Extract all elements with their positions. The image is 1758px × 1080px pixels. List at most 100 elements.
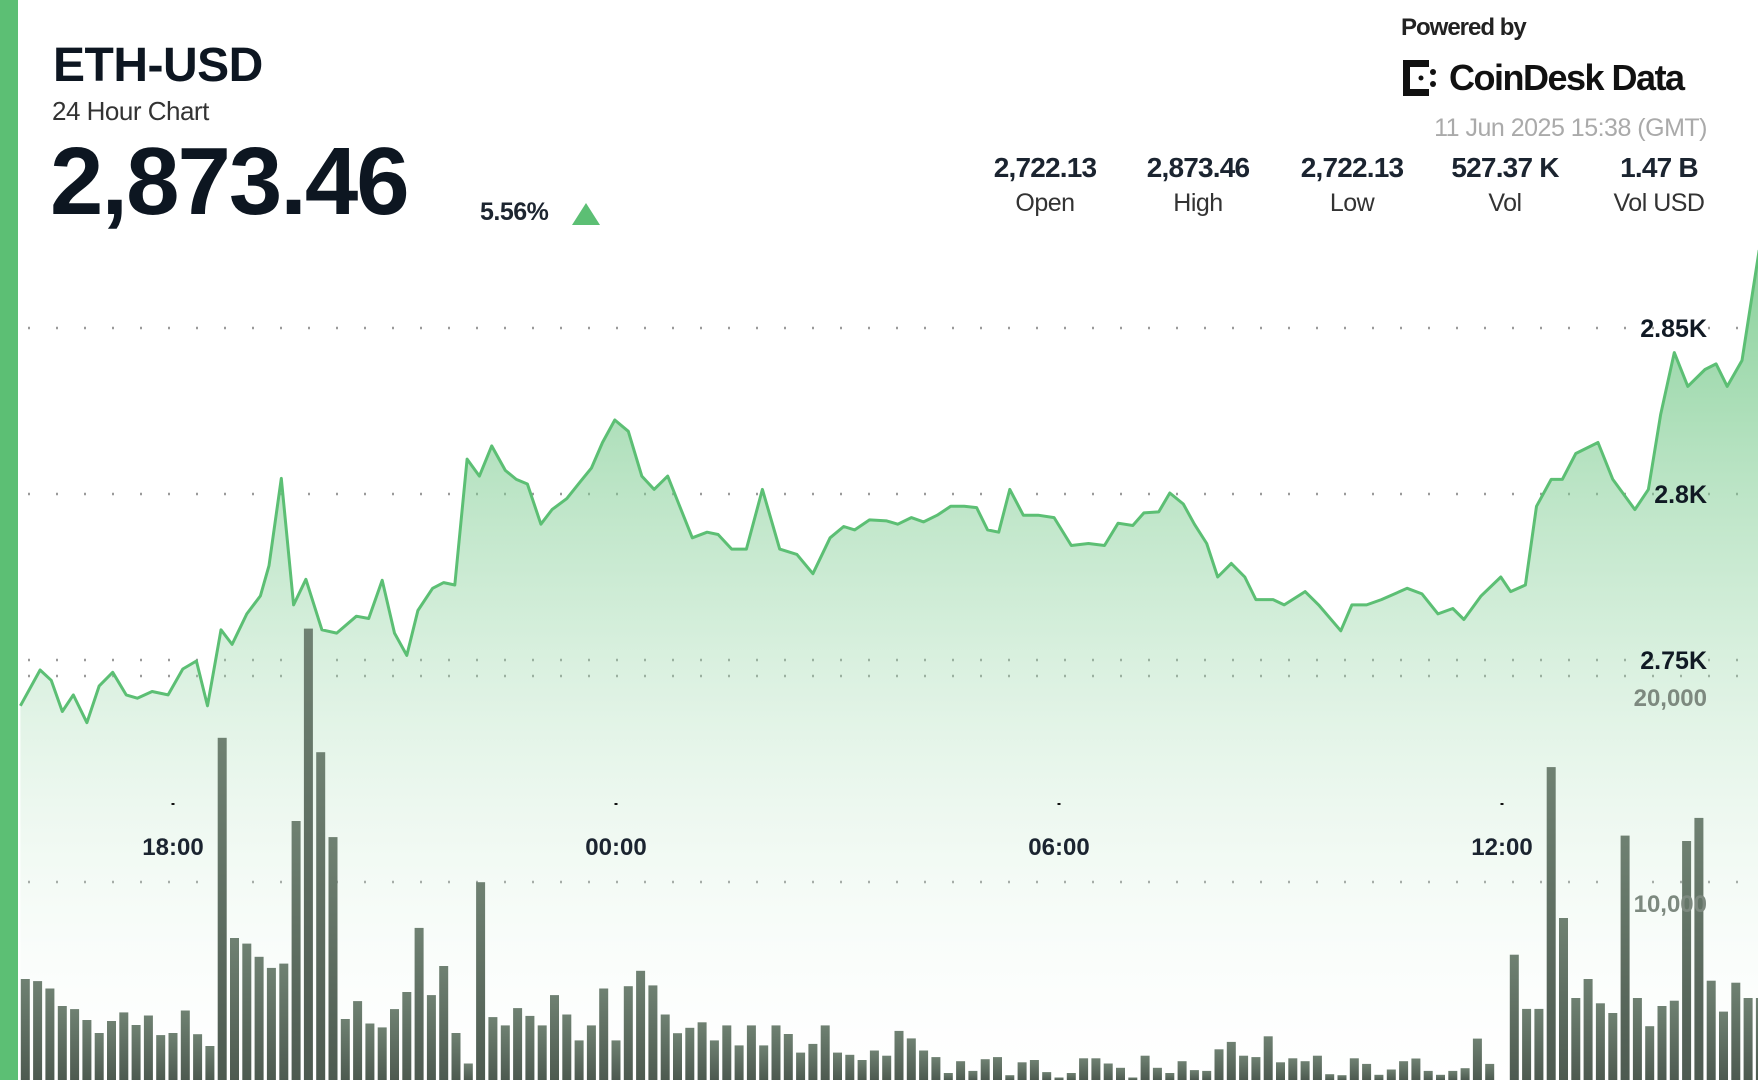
- volume-bar: [808, 1043, 818, 1080]
- volume-bar: [1595, 1003, 1605, 1080]
- volume-bar: [439, 966, 449, 1080]
- volume-bar: [279, 963, 289, 1080]
- volume-bar: [709, 1040, 719, 1080]
- volume-bar: [648, 985, 658, 1080]
- volume-bar: [894, 1030, 904, 1080]
- stat-vol-usd: 1.47 B Vol USD: [1586, 152, 1732, 217]
- powered-by-label: Powered by: [1401, 14, 1527, 41]
- volume-bar: [1546, 767, 1556, 1080]
- volume-bar: [426, 995, 436, 1080]
- volume-bar: [1263, 1036, 1273, 1080]
- volume-bar: [1362, 1063, 1372, 1080]
- volume-bar: [180, 1010, 190, 1080]
- volume-bar: [660, 1014, 670, 1080]
- volume-bar: [833, 1052, 842, 1080]
- volume-bar: [168, 1033, 178, 1080]
- volume-bar: [402, 992, 412, 1080]
- stat-label: Low: [1329, 189, 1375, 217]
- volume-bar: [390, 1009, 399, 1080]
- volume-bar: [722, 1025, 732, 1080]
- volume-bar: [771, 1025, 781, 1080]
- volume-bar: [57, 1006, 67, 1080]
- stat-value: 2,722.13: [1300, 152, 1404, 183]
- volume-bar: [1177, 1061, 1187, 1080]
- volume-axis-label: 20,000: [1634, 685, 1707, 712]
- volume-bar: [513, 1008, 523, 1080]
- volume-bar: [1559, 918, 1568, 1080]
- volume-bar: [697, 1022, 707, 1080]
- volume-bar: [1079, 1058, 1089, 1080]
- stat-low: 2,722.13 Low: [1279, 152, 1425, 217]
- volume-bar: [1386, 1069, 1396, 1080]
- volume-bar: [131, 1025, 141, 1080]
- x-tick-label: 18:00: [142, 834, 203, 861]
- x-axis: 18:00 00:00 06:00 12:00: [142, 803, 1533, 861]
- volume-bar: [1116, 1067, 1125, 1080]
- stat-high: 2,873.46 High: [1125, 152, 1271, 217]
- volume-bar: [45, 988, 55, 1080]
- pair-title: ETH-USD: [53, 39, 263, 92]
- accent-bar: [0, 0, 18, 1080]
- volume-axis-label: 10,000: [1634, 891, 1707, 918]
- volume-bar: [845, 1054, 855, 1080]
- volume-bar: [1029, 1060, 1039, 1080]
- volume-bar: [1288, 1058, 1298, 1080]
- y-axis-labels: 10,000 20,000 2.75K 2.8K 2.85K: [1634, 315, 1707, 918]
- volume-bar: [316, 752, 326, 1080]
- volume-bar: [451, 1033, 461, 1080]
- volume-bar: [217, 737, 227, 1080]
- volume-bar: [1312, 1055, 1322, 1080]
- volume-bar: [1239, 1055, 1249, 1080]
- volume-bar: [1214, 1049, 1224, 1080]
- volume-bar: [156, 1035, 166, 1080]
- volume-bar: [1226, 1041, 1236, 1080]
- stat-label: Open: [1015, 189, 1075, 217]
- stat-vol: 527.37 K Vol: [1432, 152, 1578, 217]
- volume-bar: [537, 1025, 547, 1080]
- volume-bar: [1423, 1070, 1433, 1080]
- change-percent: 5.56%: [480, 198, 549, 226]
- volume-bar: [1460, 1068, 1470, 1080]
- stat-open: 2,722.13 Open: [972, 152, 1118, 217]
- stat-value: 2,722.13: [993, 152, 1097, 183]
- volume-bar: [328, 837, 338, 1080]
- x-tick-label: 12:00: [1471, 834, 1532, 861]
- chart-subtitle: 24 Hour Chart: [52, 96, 209, 126]
- price-axis-label: 2.85K: [1640, 315, 1707, 343]
- volume-bar: [1325, 1074, 1335, 1080]
- volume-bar: [1743, 998, 1753, 1080]
- x-tick-mark: [614, 803, 618, 805]
- x-tick-mark: [1500, 803, 1504, 805]
- coindesk-logo: CoinDesk Data: [1401, 56, 1685, 100]
- volume-bar: [857, 1060, 867, 1080]
- price-axis-label: 2.75K: [1640, 647, 1707, 675]
- volume-bar: [623, 986, 633, 1080]
- current-price: 2,873.46: [50, 128, 410, 235]
- volume-bar: [1657, 1006, 1667, 1080]
- price-area-fill: [20, 257, 1758, 1080]
- volume-bar: [956, 1061, 966, 1080]
- volume-bar: [365, 1023, 375, 1080]
- volume-bar: [107, 1021, 116, 1080]
- volume-bar: [20, 979, 30, 1080]
- volume-bar: [303, 628, 313, 1080]
- stat-value: 527.37 K: [1451, 152, 1559, 183]
- coindesk-logo-icon: [1403, 60, 1436, 96]
- up-arrow-icon: [572, 203, 600, 225]
- volume-bar: [1066, 1073, 1076, 1080]
- volume-bar: [266, 967, 276, 1080]
- price-axis-label: 2.8K: [1654, 481, 1707, 509]
- volume-bar: [119, 1012, 129, 1080]
- volume-bar: [1632, 998, 1642, 1080]
- volume-bar: [586, 1025, 596, 1080]
- volume-bar: [70, 1009, 80, 1080]
- volume-bar: [1349, 1058, 1359, 1080]
- volume-bar: [291, 821, 301, 1080]
- volume-bar: [1103, 1063, 1113, 1080]
- volume-bar: [746, 1025, 756, 1080]
- volume-bar: [796, 1052, 806, 1080]
- volume-bar: [968, 1070, 978, 1080]
- volume-bar: [1374, 1074, 1384, 1080]
- volume-bar: [906, 1038, 916, 1080]
